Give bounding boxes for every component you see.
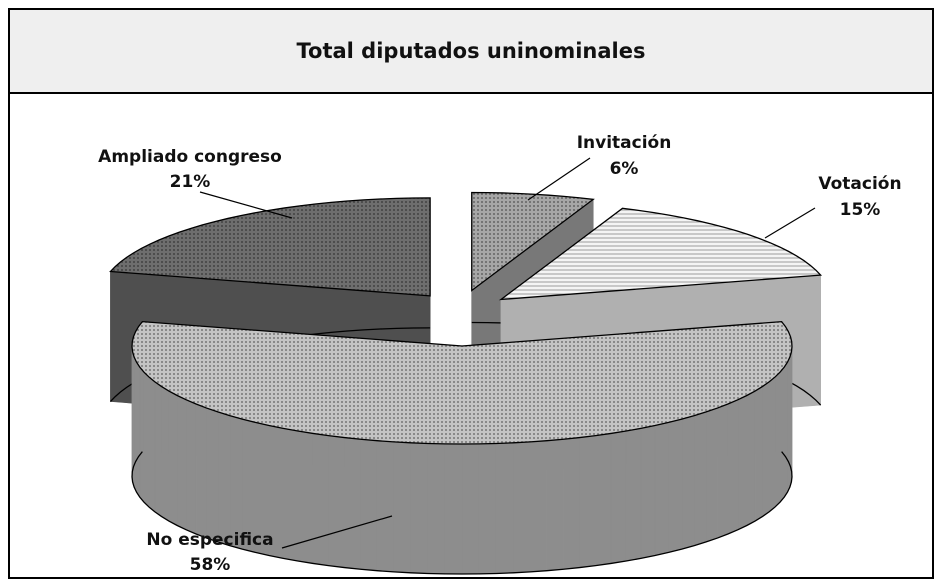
slice-side bbox=[282, 428, 299, 562]
title-box bbox=[8, 8, 934, 94]
slice-side bbox=[779, 366, 785, 503]
slice-side bbox=[297, 430, 314, 564]
slice-side bbox=[312, 433, 329, 566]
slice-label: Invitación bbox=[577, 133, 672, 153]
slice-value-label: 6% bbox=[610, 159, 639, 179]
slice-side bbox=[461, 443, 480, 575]
slice-side bbox=[737, 395, 748, 531]
slice-side bbox=[625, 428, 642, 562]
leader-line bbox=[281, 515, 393, 549]
slice-side bbox=[727, 399, 739, 535]
slice-value-label: 58% bbox=[190, 555, 231, 575]
slice-side bbox=[139, 366, 145, 503]
leader-lines bbox=[199, 157, 816, 549]
slice-side bbox=[360, 438, 378, 572]
pie bbox=[109, 191, 823, 575]
slice-side bbox=[185, 399, 197, 535]
slice-side bbox=[563, 437, 580, 570]
slice bbox=[498, 207, 823, 301]
leader-line bbox=[764, 207, 816, 239]
slice-side bbox=[143, 371, 150, 508]
chart-title: Total diputados uninominales bbox=[297, 39, 646, 63]
slice-label: Ampliado congreso bbox=[98, 147, 282, 167]
slice-side bbox=[133, 356, 137, 493]
slice-side bbox=[328, 435, 345, 568]
slice-side bbox=[640, 425, 656, 559]
slice-label: No especifica bbox=[146, 530, 273, 550]
slice-label: Votación bbox=[818, 174, 901, 194]
slice-side bbox=[176, 395, 187, 531]
slice-side bbox=[427, 443, 446, 575]
slice-side bbox=[610, 430, 627, 564]
slice-side bbox=[693, 411, 707, 547]
leader-line bbox=[527, 157, 591, 201]
leader-line bbox=[199, 191, 293, 219]
slice-side bbox=[774, 371, 781, 508]
slice-side bbox=[668, 418, 683, 553]
slice-side bbox=[595, 433, 612, 566]
slice-side bbox=[762, 381, 770, 518]
slice-side bbox=[681, 415, 695, 550]
slice-side bbox=[444, 443, 463, 575]
slice-side bbox=[783, 361, 788, 499]
slice-side bbox=[161, 385, 170, 522]
slice-side bbox=[529, 440, 548, 573]
slice-side bbox=[376, 440, 395, 573]
slice-side bbox=[410, 442, 429, 574]
slice-side bbox=[168, 390, 178, 527]
slice-side bbox=[344, 437, 361, 570]
slice-value-label: 15% bbox=[840, 200, 881, 220]
slice-side bbox=[546, 438, 564, 572]
slice-side bbox=[148, 376, 156, 513]
slice-side bbox=[746, 390, 756, 527]
slice bbox=[471, 191, 595, 292]
slice-side bbox=[513, 441, 531, 574]
slice-side bbox=[154, 381, 162, 518]
slice-edge bbox=[131, 451, 793, 575]
slice-side bbox=[654, 422, 669, 556]
slice-side bbox=[217, 411, 231, 547]
slice bbox=[109, 197, 431, 297]
slice-side bbox=[579, 435, 596, 568]
slice-side bbox=[787, 356, 791, 493]
slice-side bbox=[206, 407, 219, 543]
slice-side bbox=[195, 403, 207, 539]
slice-side bbox=[136, 361, 141, 499]
slice-side bbox=[478, 443, 497, 575]
slice-value-label: 21% bbox=[170, 172, 211, 192]
slice-side bbox=[705, 407, 718, 543]
slice-side bbox=[754, 385, 763, 522]
slice-side bbox=[393, 441, 411, 574]
slice bbox=[131, 320, 793, 445]
slice-side bbox=[768, 376, 776, 513]
slice-side bbox=[495, 442, 514, 574]
slice bbox=[131, 320, 793, 575]
slice-side bbox=[717, 403, 729, 539]
